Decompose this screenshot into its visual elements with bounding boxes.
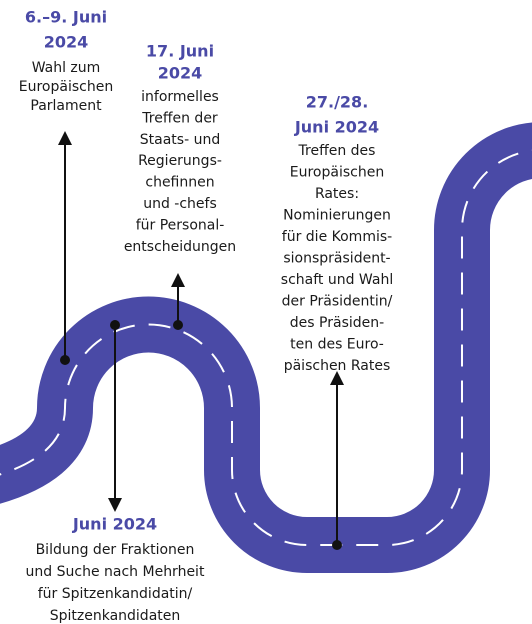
arrows (58, 131, 344, 545)
milestone-date: Juni 2024 (72, 515, 157, 534)
milestone-description: schaft und Wahl (281, 272, 393, 288)
milestone-description: der Präsidentin/ (282, 294, 393, 310)
dots (60, 320, 342, 550)
dot (332, 540, 342, 550)
road (0, 122, 532, 573)
milestone-description: Bildung der Fraktionen (36, 542, 195, 558)
milestone-date: 27./28. (306, 93, 369, 112)
milestone-date: 2024 (44, 33, 89, 52)
dot (173, 320, 183, 330)
milestone-description: Staats- und (140, 132, 220, 148)
milestone-description: Spitzenkandidaten (50, 608, 181, 624)
milestone-description: für Spitzenkandidatin/ (38, 586, 193, 602)
milestone-date: 17. Juni (146, 42, 214, 61)
dot (110, 320, 120, 330)
milestone-description: und Suche nach Mehrheit (26, 564, 205, 580)
milestone-description: Rates: (315, 186, 359, 202)
milestone-date: 6.–9. Juni (25, 8, 107, 27)
milestone-description: des Präsiden- (290, 315, 384, 331)
milestone-description: entscheidungen (124, 239, 236, 255)
milestone-description: informelles (141, 89, 219, 105)
milestone-description: für Personal- (136, 217, 225, 233)
road-centerline (0, 149, 532, 546)
milestone-date: 2024 (158, 64, 203, 83)
milestone-description: chefinnen (145, 175, 214, 191)
milestone-description: Wahl zum (32, 60, 101, 76)
milestone-description: für die Kommis- (282, 229, 392, 245)
milestone-description: ten des Euro- (290, 337, 384, 353)
milestone-description: Nominierungen (283, 208, 391, 224)
milestone-description: Treffen des (298, 143, 376, 159)
milestone-description: Europäischen (19, 79, 113, 95)
milestone-date: Juni 2024 (294, 118, 379, 137)
dot (60, 355, 70, 365)
milestone-description: päischen Rates (284, 358, 391, 374)
milestone-description: und -chefs (143, 196, 217, 212)
milestone-description: Regierungs- (138, 153, 222, 169)
milestone-description: sionspräsident- (283, 251, 390, 267)
road-body (0, 122, 532, 573)
milestone-description: Treffen der (141, 110, 218, 126)
milestone-description: Parlament (30, 98, 102, 114)
milestone-description: Europäischen (290, 165, 384, 181)
